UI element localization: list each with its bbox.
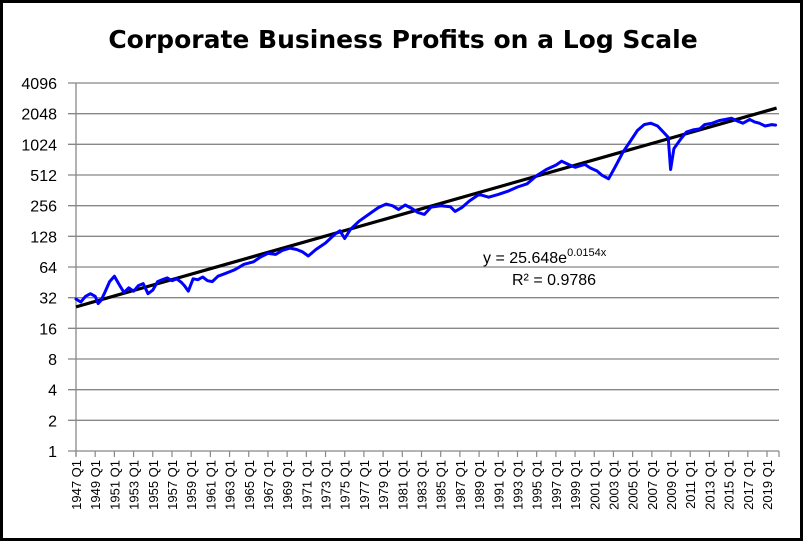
x-tick-label: 2009 Q1	[664, 460, 679, 510]
x-tick-label: 1967 Q1	[261, 460, 276, 510]
y-tick-label: 4096	[21, 76, 57, 93]
y-tick-label: 512	[30, 168, 57, 185]
x-tick-label: 1949 Q1	[88, 460, 103, 510]
x-tick-label: 1981 Q1	[395, 460, 410, 510]
equation-base: y = 25.648e	[483, 250, 567, 267]
x-tick-label: 1999 Q1	[568, 460, 583, 510]
x-tick-label: 2019 Q1	[760, 460, 775, 510]
y-tick-label: 32	[39, 291, 57, 308]
x-tick-label: 1991 Q1	[491, 460, 506, 510]
x-tick-label: 2015 Q1	[722, 460, 737, 510]
x-tick-label: 1977 Q1	[357, 460, 372, 510]
x-tick-label: 1987 Q1	[453, 460, 468, 510]
x-tick-label: 1993 Q1	[510, 460, 525, 510]
x-tick-label: 1985 Q1	[434, 460, 449, 510]
y-tick-label: 1024	[21, 137, 57, 154]
x-tick-label: 1969 Q1	[280, 460, 295, 510]
svg-text:y = 25.648e0.0154x: y = 25.648e0.0154x	[483, 247, 607, 267]
profits-series-line	[74, 116, 778, 306]
x-tick-label: 2001 Q1	[587, 460, 602, 510]
x-tick-label: 2017 Q1	[741, 460, 756, 510]
x-tick-label: 1995 Q1	[530, 460, 545, 510]
x-tick-label: 1961 Q1	[203, 460, 218, 510]
x-tick-label: 1947 Q1	[69, 460, 84, 510]
y-tick-label: 8	[48, 352, 57, 369]
gridlines	[68, 82, 779, 452]
x-tick-label: 1957 Q1	[165, 460, 180, 510]
x-tick-label: 2007 Q1	[645, 460, 660, 510]
x-tick-label: 2005 Q1	[626, 460, 641, 510]
x-tick-label: 2003 Q1	[606, 460, 621, 510]
y-tick-label: 1	[48, 444, 57, 461]
x-tick-label: 1997 Q1	[549, 460, 564, 510]
y-axis: 4096 2048 1024 512 256 128 64 32 16 8 4 2 1	[21, 76, 77, 461]
y-tick-label: 2	[48, 413, 57, 430]
x-tick-label: 1971 Q1	[299, 460, 314, 510]
x-tick-label: 2011 Q1	[683, 460, 698, 509]
x-tick-label: 1983 Q1	[415, 460, 430, 510]
x-tick-label: 2013 Q1	[702, 460, 717, 510]
y-tick-label: 128	[30, 229, 57, 246]
x-axis: 1947 Q1 1949 Q1 1951 Q1 1953 Q1 1955 Q1 1957 …	[69, 451, 780, 510]
y-tick-label: 2048	[21, 107, 57, 124]
y-tick-label: 64	[39, 260, 57, 277]
x-tick-label: 1979 Q1	[376, 460, 391, 510]
y-tick-label: 256	[30, 199, 57, 216]
y-tick-label: 16	[39, 321, 57, 338]
r-squared-label: R² = 0.9786	[512, 272, 596, 289]
x-tick-label: 1953 Q1	[127, 460, 142, 510]
x-tick-label: 1975 Q1	[338, 460, 353, 510]
x-tick-label: 1959 Q1	[184, 460, 199, 510]
x-tick-label: 1951 Q1	[107, 460, 122, 510]
trendline-equation: y = 25.648e0.0154x R² = 0.9786	[483, 247, 607, 289]
x-tick-label: 1973 Q1	[319, 460, 334, 510]
equation-exponent: 0.0154x	[567, 247, 607, 259]
x-tick-label: 1955 Q1	[146, 460, 161, 510]
y-tick-label: 4	[48, 383, 57, 400]
x-tick-label: 1963 Q1	[223, 460, 238, 510]
x-tick-label: 1965 Q1	[242, 460, 257, 510]
x-tick-label: 1989 Q1	[472, 460, 487, 510]
trendline	[75, 106, 778, 309]
chart-title: Corporate Business Profits on a Log Scal…	[108, 25, 697, 54]
